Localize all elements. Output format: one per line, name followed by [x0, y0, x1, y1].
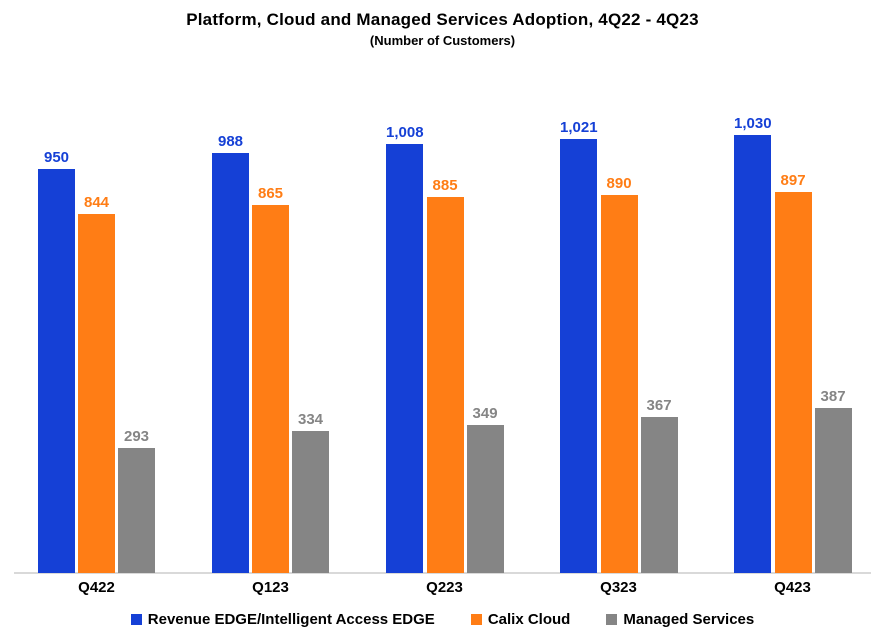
bar-value-label: 988 [217, 133, 244, 150]
bar [734, 135, 772, 573]
bar [774, 192, 812, 573]
legend-label: Calix Cloud [487, 611, 571, 628]
bar-cell: 1,030 [734, 116, 772, 573]
bar [212, 153, 249, 573]
x-axis: Q422 Q123 Q223 Q323 Q423 [14, 579, 871, 599]
bar-value-label: 387 [820, 388, 846, 405]
bar-value-label: 349 [472, 405, 498, 422]
bar-cell: 950 [38, 150, 75, 573]
legend-label: Managed Services [623, 611, 755, 628]
bar [38, 169, 75, 573]
legend-item: Managed Services [606, 611, 754, 628]
chart-legend: Revenue EDGE/Intelligent Access EDGE Cali… [0, 611, 885, 628]
bar-value-label: 890 [606, 175, 632, 192]
x-axis-label: Q423 [774, 579, 811, 596]
bar-cell: 988 [212, 134, 249, 573]
bar-cell: 387 [814, 388, 852, 573]
x-axis-label: Q123 [252, 579, 289, 596]
chart-subtitle: (Number of Customers) [369, 33, 516, 48]
bar-value-label: 367 [646, 397, 672, 414]
bar-value-label: 897 [780, 172, 806, 189]
bar-group-q323: 1,021 890 367 [560, 120, 678, 573]
bar-cell: 367 [640, 397, 678, 573]
bar [426, 197, 464, 573]
bar-cell: 293 [118, 429, 155, 573]
x-axis-line [14, 572, 871, 574]
bar [600, 195, 638, 573]
x-axis-label: Q223 [426, 579, 463, 596]
bar-value-label: 844 [83, 194, 110, 211]
bar-cell: 1,008 [386, 125, 424, 573]
bar [814, 408, 852, 573]
legend-item: Calix Cloud [470, 611, 571, 628]
bar [640, 417, 678, 573]
bar-cell: 334 [292, 412, 329, 573]
bar-value-label: 1,008 [386, 124, 424, 141]
bar-cell: 865 [252, 186, 289, 573]
bar-value-label: 865 [257, 185, 284, 202]
bar [292, 431, 329, 573]
legend-swatch-icon [606, 614, 618, 625]
bar [386, 144, 424, 573]
legend-label: Revenue EDGE/Intelligent Access EDGE [147, 611, 435, 628]
bar-value-label: 885 [432, 177, 458, 194]
bar-cell: 1,021 [560, 120, 598, 573]
bar [78, 214, 115, 573]
bar-cell: 897 [774, 172, 812, 573]
bar [252, 205, 289, 573]
bar-value-label: 293 [123, 428, 150, 445]
bar-cell: 349 [466, 405, 504, 573]
x-axis-label: Q323 [600, 579, 637, 596]
bar-value-label: 334 [297, 411, 324, 428]
bar [118, 448, 155, 573]
bar-group-q223: 1,008 885 349 [386, 125, 504, 573]
bar-value-label: 1,030 [734, 115, 772, 132]
bar-cell: 890 [600, 175, 638, 573]
bar-cell: 844 [78, 195, 115, 573]
bar-group-q123: 988 865 334 [212, 134, 329, 573]
bar-group-q422: 950 844 293 [38, 150, 155, 573]
legend-swatch-icon [470, 614, 482, 625]
bar-value-label: 950 [43, 149, 70, 166]
bar [466, 425, 504, 573]
bar-chart-plot-area: 950 844 293 988 865 334 1,008 885 349 1,021 890 367… [14, 100, 871, 574]
bar-value-label: 1,021 [560, 119, 598, 136]
x-axis-label: Q422 [78, 579, 115, 596]
bar-group-q423: 1,030 897 387 [734, 116, 852, 573]
legend-swatch-icon [130, 614, 142, 625]
bar-cell: 885 [426, 177, 464, 573]
chart-title: Platform, Cloud and Managed Services Ado… [186, 10, 699, 29]
legend-item: Revenue EDGE/Intelligent Access EDGE [130, 611, 435, 628]
bar [560, 139, 598, 573]
